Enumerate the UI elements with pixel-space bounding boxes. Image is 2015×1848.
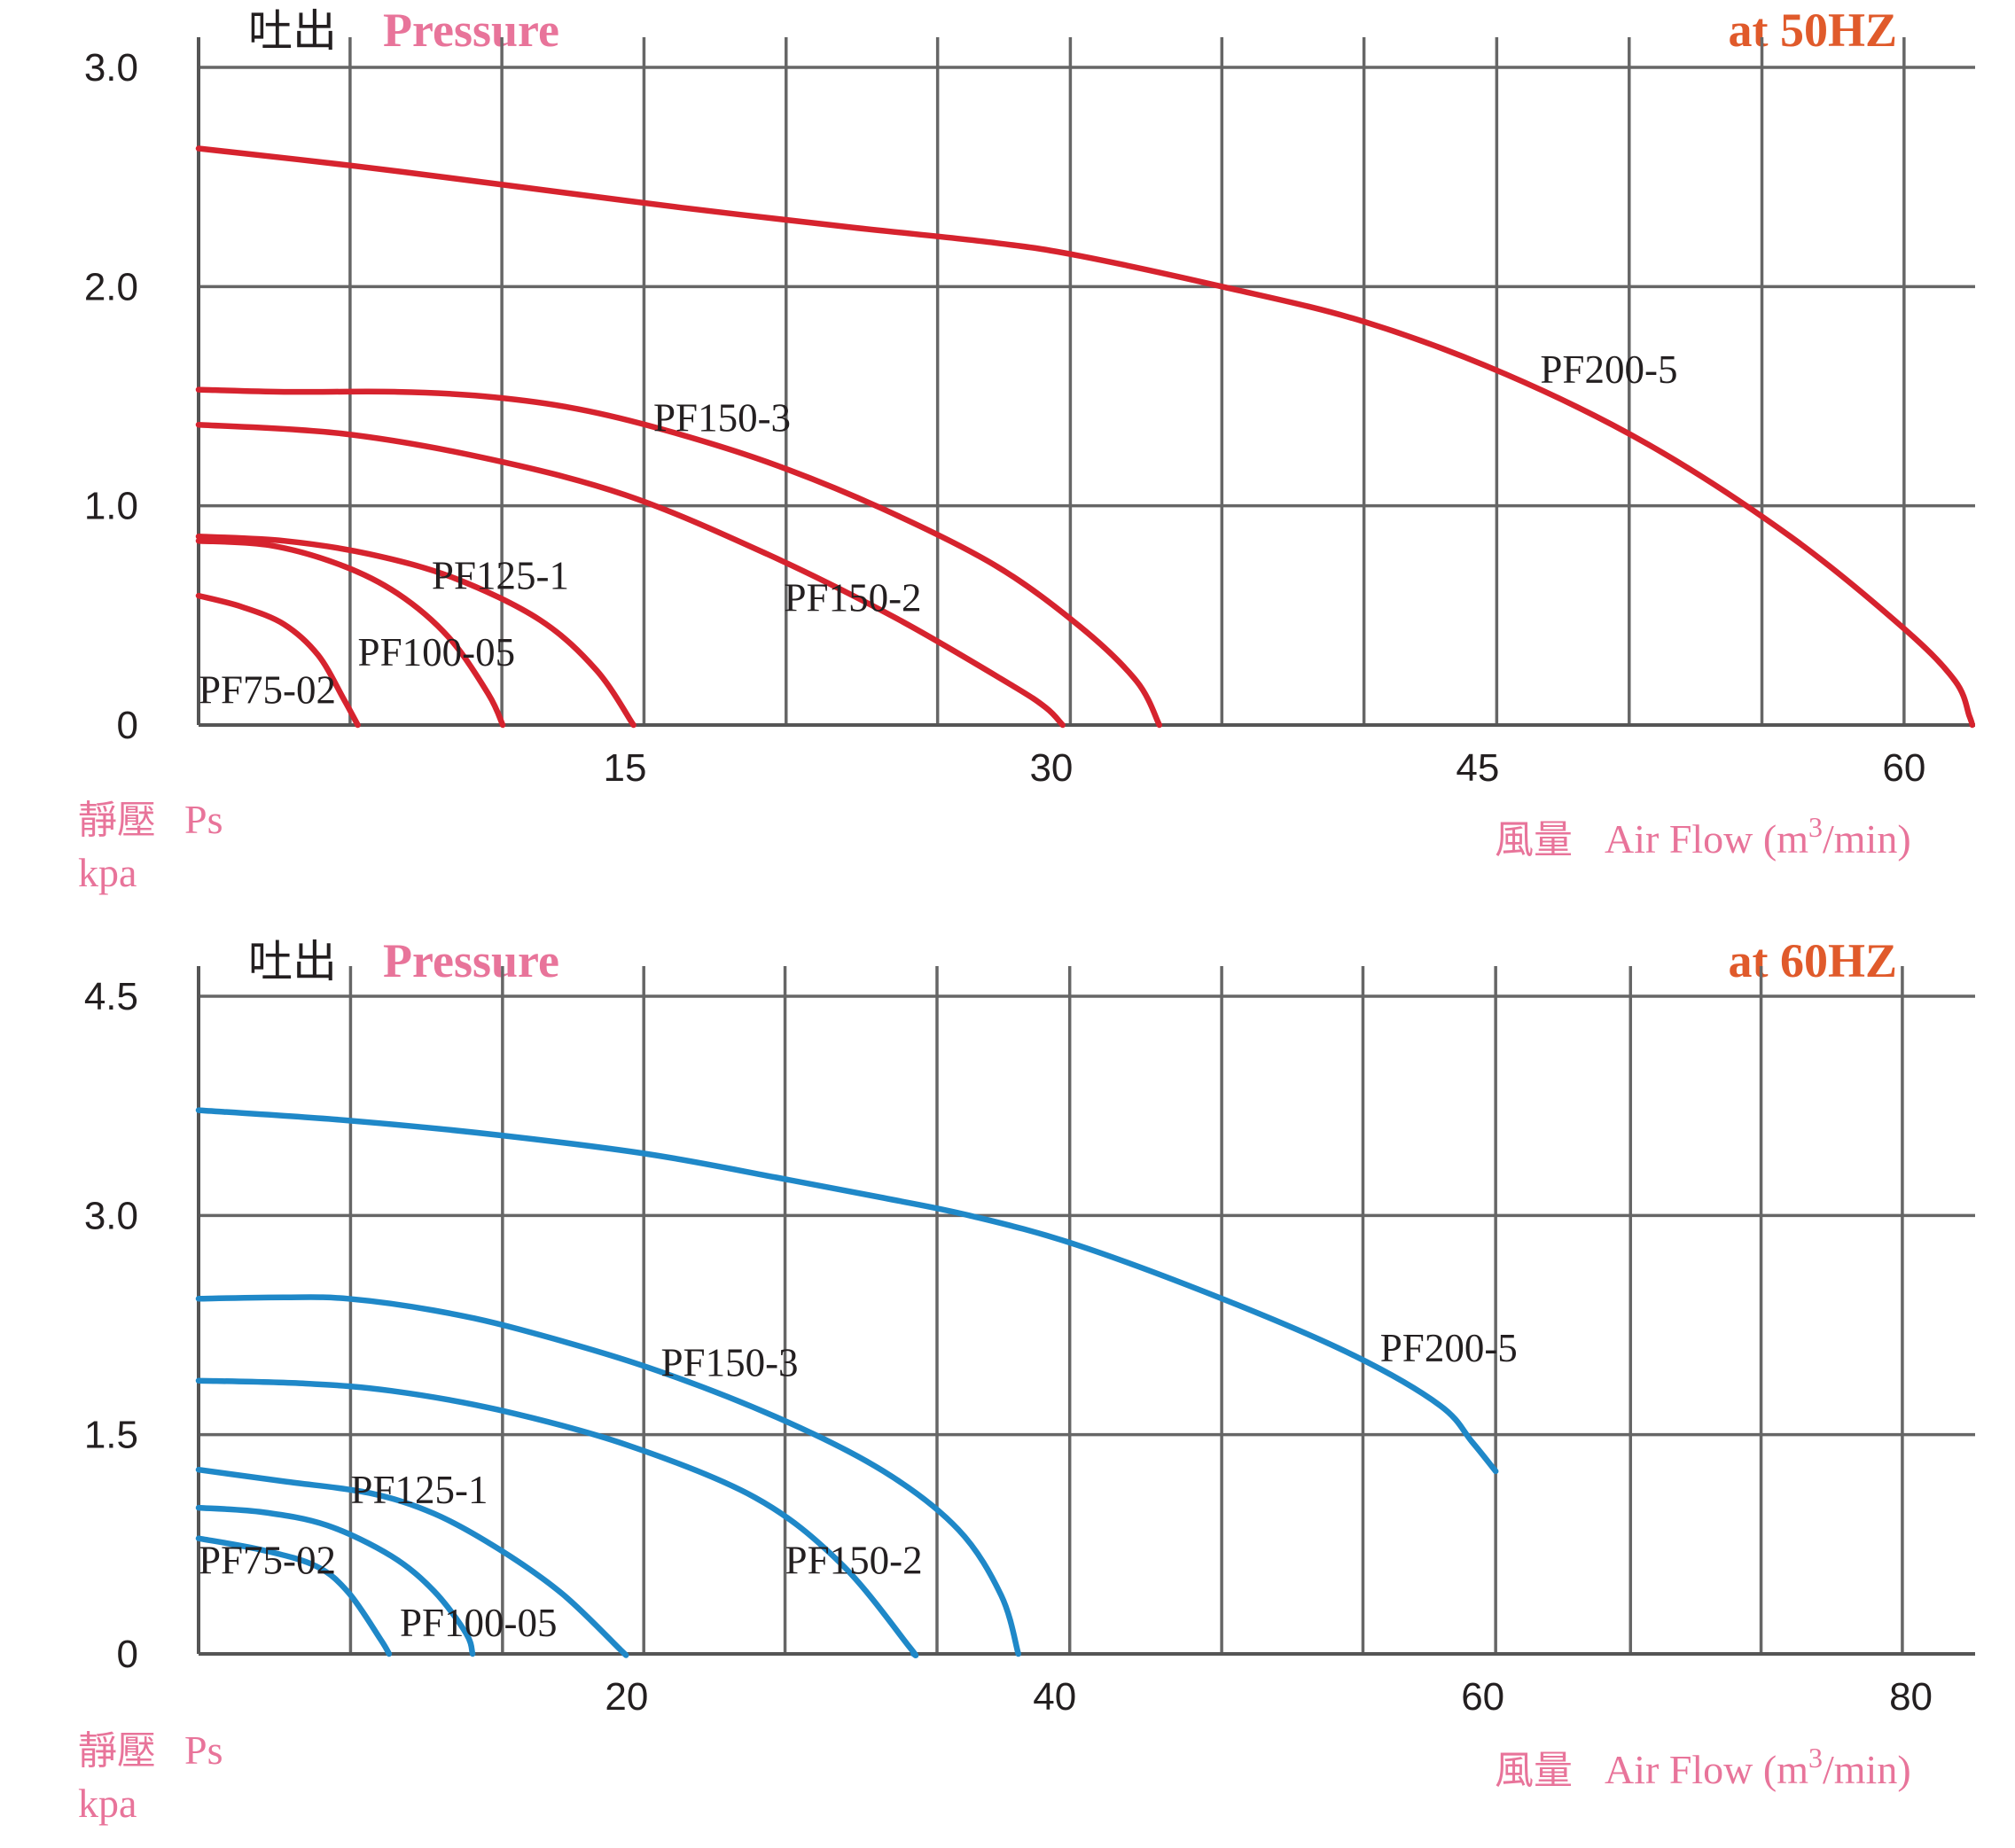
x-axis-label-en: Air Flow (m3/min) [1605,811,1911,862]
y-tick-label: 3.0 [84,1194,138,1237]
x-tick-label: 30 [1029,746,1073,790]
series-label-pf125-1: PF125-1 [432,554,569,598]
series-line-pf125-1 [195,534,637,729]
axes [197,37,1975,727]
y-tick-label: 0 [117,704,138,747]
series-label-pf125-1: PF125-1 [350,1468,488,1512]
x-ticks: 20 40 60 80 [605,1675,1933,1719]
grid [199,966,1975,1656]
series-line-pf150-3 [195,386,1163,729]
y-axis-label-cn: 靜壓 [78,1728,156,1774]
x-tick-label: 40 [1033,1675,1076,1719]
frequency-label: at 60HZ [1728,934,1897,987]
x-tick-label: 60 [1461,1675,1504,1719]
series-line-pf200-5 [195,145,1976,729]
series-label-pf200-5: PF200-5 [1380,1326,1518,1370]
series-line-pf75-02 [195,1535,393,1657]
series-line-pf125-1 [195,1466,629,1658]
chart-title-en: Pressure [383,4,559,57]
y-axis-label-en: Ps [184,1727,223,1773]
axes [197,966,1975,1656]
series-label-pf150-3: PF150-3 [653,396,791,441]
y-tick-label: 2.0 [84,265,138,308]
y-axis-unit: kpa [78,850,137,895]
series-label-pf75-02: PF75-02 [199,667,336,712]
x-axis-label-cn: 風量 [1495,1748,1573,1793]
y-axis-unit: kpa [78,1781,137,1826]
frequency-label: at 50HZ [1728,4,1897,57]
x-tick-label: 60 [1882,746,1925,790]
x-tick-label: 20 [605,1675,648,1719]
y-tick-label: 3.0 [84,46,138,90]
y-tick-label: 1.5 [84,1414,138,1457]
series-line-pf100-05 [195,537,506,729]
chart-title-en: Pressure [383,934,559,987]
y-tick-label: 4.5 [84,975,138,1018]
series: PF200-5 PF150-3 PF150-2 PF125-1 PF100-05 PF75… [195,145,1976,729]
y-tick-label: 1.0 [84,485,138,528]
series-label-pf200-5: PF200-5 [1540,347,1677,392]
chart-50hz: 吐出 Pressure at 50HZ 01.02.03.0 15 30 45 60 … [78,4,1976,895]
x-tick-label: 15 [603,746,646,790]
chart-60hz: 吐出 Pressure at 60HZ 01.53.04.5 20 40 60 80 … [78,934,1975,1826]
series-label-pf100-05: PF100-05 [358,630,516,674]
x-tick-label: 45 [1456,746,1499,790]
chart-title-cn: 吐出 [248,5,337,57]
series-line-pf150-2 [195,1377,919,1658]
chart-title-cn: 吐出 [248,936,337,987]
y-ticks: 0 1.5 3.0 4.5 [84,975,138,1676]
series-label-pf150-2: PF150-2 [785,575,922,620]
x-axis-label-en: Air Flow (m3/min) [1605,1742,1911,1792]
y-axis-label-en: Ps [184,797,223,842]
grid [199,37,1975,727]
y-tick-label: 0 [117,1633,138,1676]
series-label-pf75-02: PF75-02 [199,1538,336,1582]
series-label-pf100-05: PF100-05 [400,1601,558,1645]
series-line-pf150-2 [195,421,1066,729]
y-axis-label-cn: 靜壓 [78,798,156,843]
series-line-pf200-5 [195,1107,1499,1475]
y-ticks: 0 1.0 2.0 3.0 [84,46,138,747]
series-line-pf100-05 [195,1504,476,1657]
series-line-pf75-02 [195,592,361,729]
series-label-pf150-3: PF150-3 [661,1341,799,1385]
series-line-pf150-3 [195,1294,1021,1657]
x-tick-label: 80 [1889,1675,1933,1719]
series-label-pf150-2: PF150-2 [785,1538,923,1582]
series: PF200-5 PF150-3 PF150-2 PF125-1 PF100-05 PF75… [195,1107,1518,1658]
x-ticks: 15 30 45 60 [603,746,1925,790]
x-axis-label-cn: 風量 [1495,817,1573,862]
